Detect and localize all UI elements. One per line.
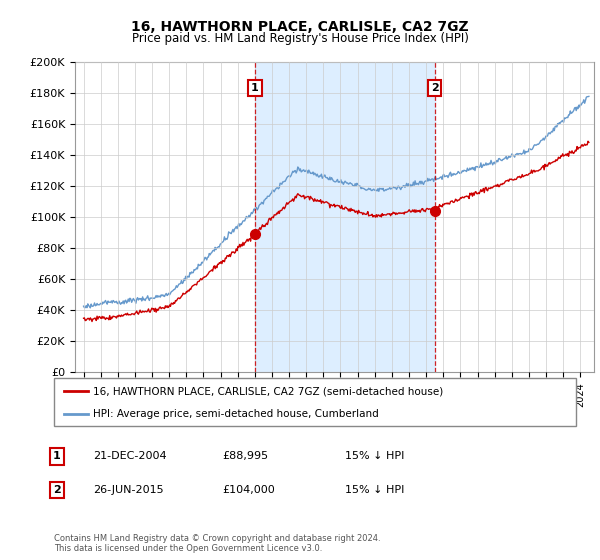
Text: 16, HAWTHORN PLACE, CARLISLE, CA2 7GZ (semi-detached house): 16, HAWTHORN PLACE, CARLISLE, CA2 7GZ (s… bbox=[93, 386, 443, 396]
Text: Price paid vs. HM Land Registry's House Price Index (HPI): Price paid vs. HM Land Registry's House … bbox=[131, 32, 469, 45]
Text: £88,995: £88,995 bbox=[222, 451, 268, 461]
Text: 15% ↓ HPI: 15% ↓ HPI bbox=[345, 451, 404, 461]
Text: 1: 1 bbox=[53, 451, 61, 461]
Bar bbox=[255, 62, 435, 372]
Text: £104,000: £104,000 bbox=[222, 485, 275, 495]
Text: Contains HM Land Registry data © Crown copyright and database right 2024.
This d: Contains HM Land Registry data © Crown c… bbox=[54, 534, 380, 553]
Text: 2: 2 bbox=[53, 485, 61, 495]
Text: 15% ↓ HPI: 15% ↓ HPI bbox=[345, 485, 404, 495]
Text: 1: 1 bbox=[251, 83, 259, 93]
Text: 16, HAWTHORN PLACE, CARLISLE, CA2 7GZ: 16, HAWTHORN PLACE, CARLISLE, CA2 7GZ bbox=[131, 20, 469, 34]
Text: 21-DEC-2004: 21-DEC-2004 bbox=[93, 451, 167, 461]
Text: 2: 2 bbox=[431, 83, 439, 93]
Text: HPI: Average price, semi-detached house, Cumberland: HPI: Average price, semi-detached house,… bbox=[93, 409, 379, 419]
Text: 26-JUN-2015: 26-JUN-2015 bbox=[93, 485, 164, 495]
